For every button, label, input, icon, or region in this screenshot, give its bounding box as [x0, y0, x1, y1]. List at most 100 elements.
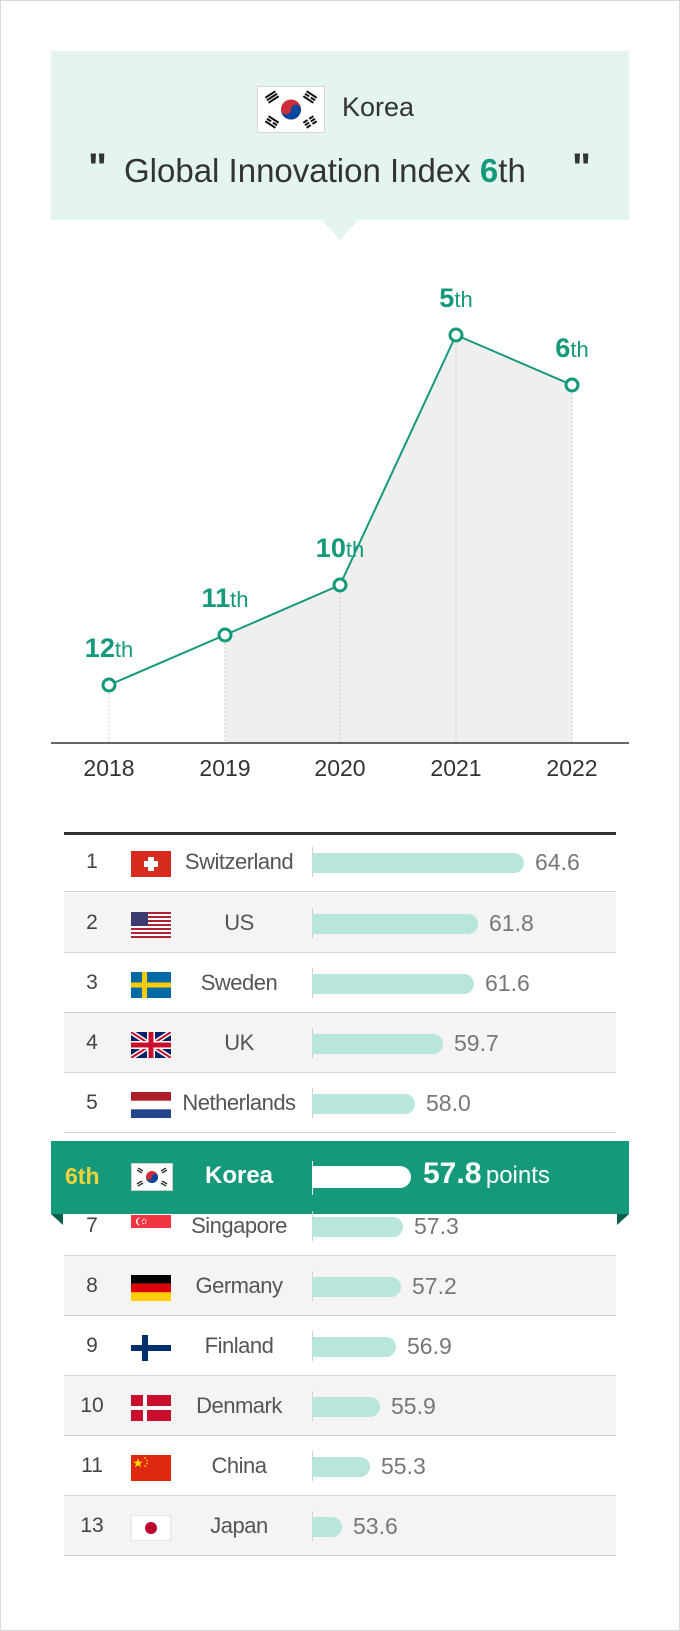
title-rank-suffix: th [498, 152, 526, 189]
header-banner [51, 51, 629, 220]
row-country: Singapore [191, 1213, 287, 1238]
title-rank-number: 6 [479, 152, 499, 189]
rank-line-chart: 12th 11th 10th 5th 6th [51, 283, 629, 744]
data-point [332, 577, 348, 593]
switzerland-flag-icon [131, 851, 171, 877]
row-value: 61.6 [485, 970, 530, 996]
row-rank: 3 [86, 971, 98, 994]
row-value: 64.6 [535, 849, 580, 875]
bar [312, 1337, 396, 1357]
title-prefix: Global Innovation Index [124, 152, 480, 189]
table-row: 11 China 55.3 [64, 1436, 616, 1496]
korea-flag-icon [257, 86, 325, 133]
us-flag-icon [131, 912, 171, 938]
row-rank: 13 [80, 1514, 104, 1537]
row-rank: 9 [86, 1334, 98, 1357]
page-title: Global Innovation Index 6th [124, 152, 526, 190]
data-point [564, 377, 580, 393]
uk-flag-icon [129, 1029, 173, 1061]
x-tick-label: 2019 [199, 755, 251, 781]
x-tick-label: 2021 [430, 755, 482, 781]
x-tick-label: 2018 [83, 755, 135, 781]
bar [312, 974, 474, 994]
value-unit: points [485, 1162, 550, 1189]
table-row: 1 Switzerland 64.6 [64, 832, 616, 892]
data-label: 11th [202, 583, 249, 613]
data-point [101, 677, 117, 693]
data-label: 6th [555, 333, 588, 363]
table-row-highlight: 6th Korea 57.8 points [51, 1141, 629, 1214]
bar [312, 914, 478, 934]
row-rank: 7 [86, 1214, 98, 1237]
row-country: Finland [204, 1333, 274, 1358]
row-country: Korea [204, 1162, 274, 1189]
bar [312, 1034, 443, 1054]
table-row: 2 US 61.8 [64, 893, 616, 953]
row-rank: 11 [81, 1454, 103, 1477]
quote-open-mark: " [88, 146, 107, 190]
row-country: Germany [195, 1273, 283, 1298]
row-country: Denmark [196, 1393, 282, 1418]
row-rank: 10 [80, 1394, 104, 1417]
bar [312, 853, 524, 873]
header-country: Korea [342, 92, 415, 122]
ribbon-fold-left [51, 1214, 63, 1225]
table-row: 8 Germany 57.2 [64, 1256, 616, 1316]
row-value: 61.8 [489, 910, 534, 936]
value-number: 57.8 [423, 1157, 482, 1190]
row-rank: 2 [86, 911, 98, 934]
data-point [448, 327, 464, 343]
data-point [217, 627, 233, 643]
bar [312, 1094, 415, 1114]
ribbon-fold-right [617, 1214, 629, 1225]
chart-area-fill [225, 335, 572, 743]
row-rank: 6th [65, 1163, 100, 1189]
row-value: 57.3 [414, 1213, 459, 1239]
data-label: 10th [316, 533, 364, 563]
germany-flag-icon [131, 1275, 171, 1301]
row-country: Japan [210, 1513, 268, 1538]
korea-flag-icon [131, 1163, 173, 1191]
row-value: 59.7 [454, 1030, 499, 1056]
table-row: 13 Japan 53.6 [64, 1496, 616, 1556]
row-rank: 4 [86, 1031, 98, 1054]
table-row: 4 UK 59.7 [64, 1013, 616, 1073]
table-row: 5 Netherlands 58.0 [64, 1073, 616, 1133]
row-value: 53.6 [353, 1513, 398, 1539]
china-flag-icon [131, 1455, 171, 1481]
bar [312, 1166, 411, 1188]
bar [312, 1217, 403, 1237]
quote-close-mark: " [572, 146, 591, 190]
finland-flag-icon [131, 1335, 171, 1361]
row-rank: 8 [86, 1274, 98, 1297]
table-row: 7 Singapore 57.3 [64, 1196, 616, 1256]
denmark-flag-icon [131, 1395, 171, 1421]
row-country: Sweden [200, 970, 278, 995]
row-value: 57.2 [412, 1273, 457, 1299]
bar [312, 1457, 370, 1477]
row-rank: 1 [86, 850, 98, 873]
bar [312, 1517, 342, 1537]
table-row: 9 Finland 56.9 [64, 1316, 616, 1376]
row-value: 56.9 [407, 1333, 452, 1359]
x-tick-label: 2022 [546, 755, 598, 781]
row-country: US [224, 910, 254, 935]
data-label: 12th [85, 633, 133, 663]
x-tick-label: 2020 [314, 755, 366, 781]
row-country: China [211, 1453, 267, 1478]
header-pointer [321, 220, 359, 240]
bar [312, 1397, 380, 1417]
data-label: 5th [439, 283, 472, 313]
row-country: Netherlands [182, 1090, 296, 1115]
bar [312, 1277, 401, 1297]
row-value: 57.8 points [423, 1157, 550, 1191]
row-value: 55.9 [391, 1393, 436, 1419]
row-value: 55.3 [381, 1453, 426, 1479]
row-country: Switzerland [184, 849, 294, 874]
table-row: 10 Denmark 55.9 [64, 1376, 616, 1436]
table-top-rule [64, 832, 616, 835]
row-value: 58.0 [426, 1090, 471, 1116]
row-rank: 5 [86, 1091, 98, 1114]
singapore-flag-icon [131, 1215, 171, 1241]
row-country: UK [224, 1030, 254, 1055]
